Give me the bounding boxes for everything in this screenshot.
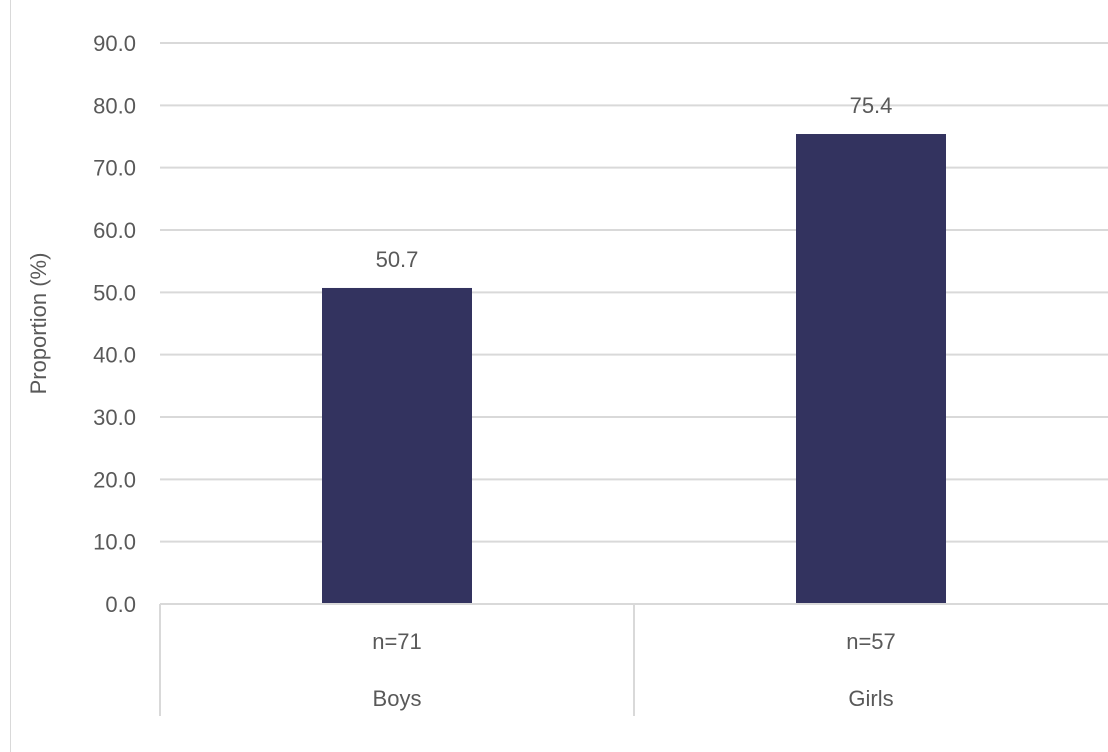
x-tick-label-category: Boys <box>373 686 422 711</box>
x-tick-label-sample-size: n=57 <box>846 629 896 654</box>
labels: 0.0 10.0 20.0 30.0 40.0 50.0 60.0 70.0 80.0 90.0 5… <box>93 31 896 711</box>
y-tick-label: 50.0 <box>93 280 136 305</box>
y-tick-label: 10.0 <box>93 530 136 555</box>
frame-left-border <box>10 0 11 752</box>
data-label: 50.7 <box>376 247 419 272</box>
bar <box>322 287 472 604</box>
y-axis-title: Proportion (%) <box>26 253 51 395</box>
y-tick-label: 60.0 <box>93 218 136 243</box>
bar <box>796 134 946 605</box>
bars <box>322 134 946 605</box>
y-tick-label: 40.0 <box>93 343 136 368</box>
y-tick-label: 20.0 <box>93 467 136 492</box>
y-tick-label: 0.0 <box>105 592 136 617</box>
x-tick-label-sample-size: n=71 <box>372 629 422 654</box>
y-tick-label: 30.0 <box>93 405 136 430</box>
y-tick-label: 90.0 <box>93 31 136 56</box>
data-label: 75.4 <box>850 93 893 118</box>
y-tick-label: 70.0 <box>93 156 136 181</box>
gridlines <box>160 42 1108 543</box>
y-tick-label: 80.0 <box>93 93 136 118</box>
axes <box>159 603 1108 716</box>
x-tick-label-category: Girls <box>848 686 893 711</box>
